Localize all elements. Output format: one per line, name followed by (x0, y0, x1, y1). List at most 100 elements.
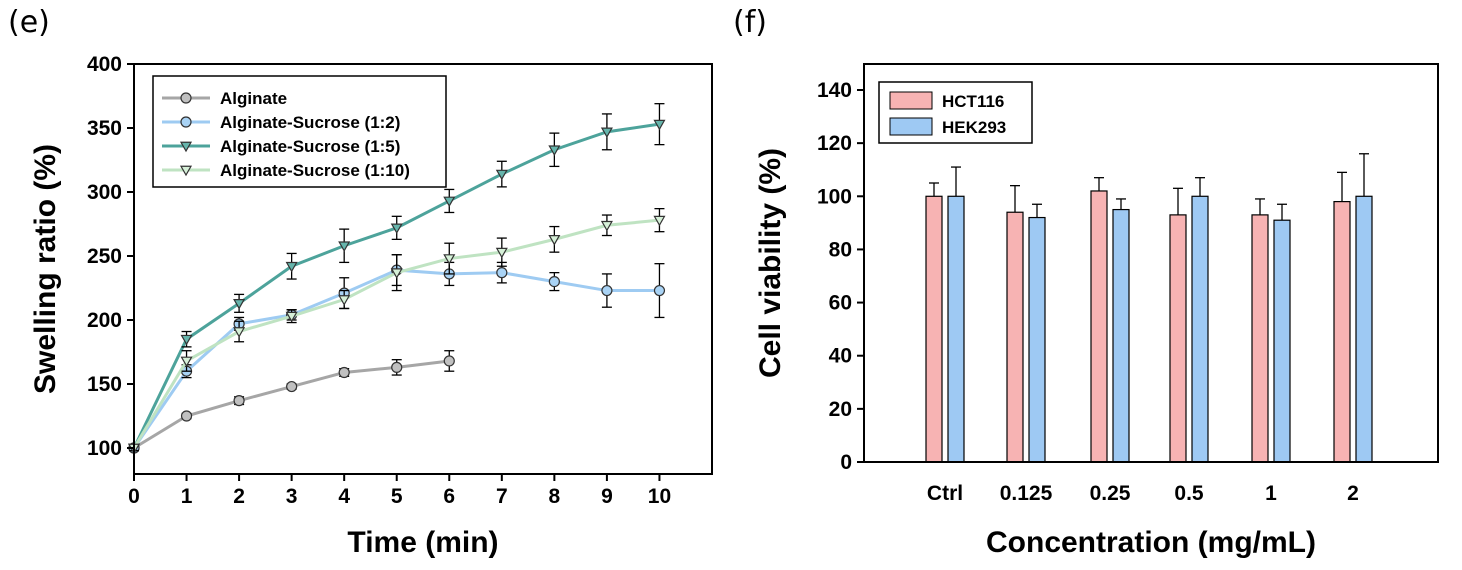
data-point (233, 299, 246, 310)
x-axis-title: Time (min) (347, 526, 498, 559)
data-point (495, 247, 508, 259)
bar-hct116-0-125 (1006, 185, 1024, 463)
bar (1355, 195, 1373, 463)
data-point (180, 356, 193, 368)
bar-hct116-ctrl (925, 182, 943, 463)
panel-label-f: (f) (733, 5, 767, 40)
data-point (233, 395, 245, 407)
x-tick-label: 1 (181, 485, 193, 508)
y-tick-label: 20 (829, 398, 852, 421)
y-axis-title: Swelling ratio (%) (29, 144, 62, 394)
data-point (338, 366, 350, 379)
legend-marker (179, 141, 193, 153)
x-tick-label: Ctrl (927, 482, 963, 505)
bar-hct116-1 (1251, 198, 1269, 463)
bar (1251, 214, 1269, 463)
x-tick-label: 7 (496, 485, 508, 508)
data-point (286, 380, 298, 393)
data-point (653, 284, 666, 297)
bar-layer (925, 153, 1373, 463)
x-tick-label: 0.25 (1090, 482, 1131, 505)
x-tick-label: 1 (1265, 482, 1277, 505)
bar-hct116-2 (1333, 171, 1351, 463)
legend-label: HCT116 (942, 92, 1004, 111)
legend-swatch (889, 91, 933, 110)
data-point (601, 284, 613, 297)
axes: 0 20 40 60 80 100 120 140 Ctrl 0.125 0.25 0.5 1 2 (817, 79, 1359, 505)
data-point (338, 295, 351, 306)
bar-hek293-0-125 (1028, 203, 1046, 463)
bar-hct116-0-5 (1169, 187, 1187, 463)
legend-label: Alginate-Sucrose (1:2) (220, 113, 400, 132)
data-point (600, 220, 613, 232)
x-axis-title: Concentration (mg/mL) (986, 526, 1316, 559)
y-tick-label: 40 (829, 345, 852, 368)
bar (1333, 201, 1351, 463)
series-line (133, 359, 450, 450)
data-point (653, 119, 666, 131)
y-tick-label: 100 (87, 437, 122, 460)
series-alginate-sucrose-1-5 (127, 103, 666, 455)
legend: HCT116 HEK293 (878, 81, 1033, 144)
legend-label: HEK293 (942, 118, 1006, 137)
x-tick-label: 2 (233, 485, 245, 508)
data-point (548, 276, 560, 288)
data-point (443, 355, 455, 367)
series-alginate (128, 350, 455, 454)
bar-hek293-1 (1273, 203, 1291, 463)
y-tick-label: 80 (829, 238, 852, 261)
bar (925, 195, 943, 463)
plot-frame (863, 63, 1439, 463)
data-point (548, 145, 561, 156)
y-tick-label: 60 (829, 292, 852, 315)
legend-label: Alginate (220, 89, 287, 108)
bar (1112, 208, 1130, 463)
series-alginate-sucrose-1-10 (127, 207, 666, 455)
legend-swatch (889, 117, 933, 136)
data-point (338, 241, 351, 252)
bar (1028, 216, 1046, 463)
data-point (496, 267, 508, 279)
legend: Alginate Alginate-Sucrose (1:2) Alginate-S… (152, 75, 447, 188)
data-point (443, 196, 456, 208)
cell-viability-chart: (f) 0 20 40 60 80 100 120 140 Ctrl 0.125 0.25 0.5 1 2… (733, 5, 1439, 559)
data-point (180, 410, 193, 422)
panel-label-e: (e) (8, 5, 50, 40)
data-point (390, 268, 403, 279)
data-point (390, 223, 403, 235)
y-axis-title: Cell viability (%) (754, 148, 787, 378)
y-tick-label: 150 (87, 373, 122, 396)
data-point (495, 169, 508, 181)
x-tick-label: 5 (391, 485, 403, 508)
bar (1273, 219, 1291, 463)
plot-frame (133, 63, 713, 475)
legend-label: Alginate-Sucrose (1:10) (220, 161, 410, 180)
y-tick-label: 200 (87, 309, 122, 332)
x-tick-label: 2 (1347, 482, 1359, 505)
data-point (391, 361, 403, 373)
bar-hek293-ctrl (947, 166, 965, 463)
data-point (600, 127, 613, 139)
axes: 100 150 200 250 300 350 400 0 1 2 3 4 5 6 7 8 9 10 (87, 53, 671, 508)
bar (947, 195, 965, 463)
y-tick-label: 250 (87, 245, 122, 268)
x-tick-label: 10 (648, 485, 671, 508)
bar-hek293-2 (1355, 153, 1373, 463)
y-tick-label: 0 (840, 451, 852, 474)
bar (1191, 195, 1209, 463)
legend-marker (179, 165, 193, 177)
y-tick-label: 350 (87, 117, 122, 140)
series-layer (127, 103, 666, 455)
bar (1090, 190, 1108, 463)
x-tick-label: 6 (443, 485, 455, 508)
data-point (285, 261, 298, 273)
swelling-ratio-chart: (e) 100 150 200 250 300 350 400 0 1 2 3 4 5 6 7 8 9 10 Al… (8, 5, 713, 559)
x-tick-label: 0.125 (1000, 482, 1053, 505)
x-tick-label: 4 (338, 485, 350, 508)
x-tick-label: 8 (549, 485, 561, 508)
data-point (548, 235, 561, 246)
x-tick-label: 0 (128, 485, 140, 508)
data-point (233, 327, 246, 338)
bar-hct116-0-25 (1090, 177, 1108, 463)
